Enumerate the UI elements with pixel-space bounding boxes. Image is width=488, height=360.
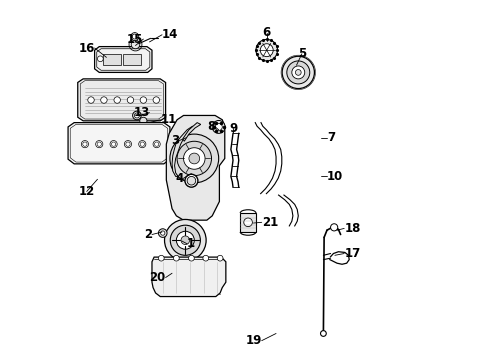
Polygon shape <box>183 123 201 141</box>
Polygon shape <box>68 123 169 164</box>
Polygon shape <box>240 213 255 232</box>
Circle shape <box>139 140 145 148</box>
Circle shape <box>164 220 206 261</box>
Circle shape <box>97 142 101 146</box>
Circle shape <box>170 225 200 255</box>
Circle shape <box>125 142 130 146</box>
Circle shape <box>101 97 107 103</box>
Circle shape <box>188 255 194 261</box>
Circle shape <box>244 218 252 226</box>
Circle shape <box>291 66 304 79</box>
Text: 11: 11 <box>160 113 176 126</box>
Circle shape <box>140 117 147 125</box>
Polygon shape <box>152 257 225 297</box>
Circle shape <box>320 330 325 336</box>
Circle shape <box>110 140 117 148</box>
Circle shape <box>111 142 116 146</box>
Text: 19: 19 <box>245 334 261 347</box>
Polygon shape <box>123 54 141 65</box>
Text: 3: 3 <box>171 134 179 147</box>
Circle shape <box>181 236 189 244</box>
Circle shape <box>132 34 137 39</box>
Polygon shape <box>94 46 152 72</box>
Circle shape <box>124 140 131 148</box>
Circle shape <box>177 141 211 176</box>
Text: 6: 6 <box>262 27 270 40</box>
Circle shape <box>132 111 141 120</box>
Circle shape <box>158 255 164 261</box>
Circle shape <box>153 140 160 148</box>
Circle shape <box>131 33 139 41</box>
Text: 9: 9 <box>228 122 237 135</box>
Circle shape <box>169 134 218 183</box>
Text: 20: 20 <box>149 271 165 284</box>
Circle shape <box>82 142 87 146</box>
Circle shape <box>173 255 179 261</box>
Circle shape <box>282 56 314 89</box>
Circle shape <box>183 148 204 169</box>
Text: 10: 10 <box>326 170 343 183</box>
Circle shape <box>215 123 222 131</box>
Text: 17: 17 <box>344 247 360 260</box>
Circle shape <box>330 224 337 231</box>
Circle shape <box>203 255 208 261</box>
Circle shape <box>114 97 120 103</box>
Polygon shape <box>102 54 121 65</box>
Circle shape <box>260 44 273 57</box>
Circle shape <box>184 174 198 187</box>
Circle shape <box>176 231 194 249</box>
Circle shape <box>88 97 94 103</box>
Circle shape <box>187 176 195 185</box>
Text: 16: 16 <box>78 41 94 54</box>
Text: 7: 7 <box>326 131 334 144</box>
Circle shape <box>295 69 301 75</box>
Text: 2: 2 <box>143 228 152 241</box>
Circle shape <box>81 140 88 148</box>
Text: 1: 1 <box>187 237 195 250</box>
Circle shape <box>131 40 140 49</box>
Text: 21: 21 <box>261 216 277 229</box>
Text: 5: 5 <box>297 47 305 60</box>
Circle shape <box>188 153 199 164</box>
Circle shape <box>217 255 223 261</box>
Text: 13: 13 <box>133 106 149 119</box>
Polygon shape <box>78 79 165 121</box>
Polygon shape <box>172 126 193 176</box>
Circle shape <box>154 142 159 146</box>
Circle shape <box>212 121 224 134</box>
Text: 8: 8 <box>206 121 215 134</box>
Circle shape <box>97 56 103 62</box>
Polygon shape <box>97 49 149 70</box>
Text: 14: 14 <box>162 28 178 41</box>
Circle shape <box>286 61 309 84</box>
Circle shape <box>140 97 146 103</box>
Text: 15: 15 <box>127 32 143 46</box>
Circle shape <box>160 231 164 235</box>
Text: 18: 18 <box>344 222 360 235</box>
Polygon shape <box>166 116 224 220</box>
Circle shape <box>158 229 167 237</box>
Text: 4: 4 <box>175 172 183 185</box>
Circle shape <box>153 97 159 103</box>
Circle shape <box>134 113 139 118</box>
Circle shape <box>127 97 133 103</box>
Circle shape <box>96 140 102 148</box>
Circle shape <box>140 142 144 146</box>
Text: 12: 12 <box>79 185 95 198</box>
Circle shape <box>255 40 277 61</box>
